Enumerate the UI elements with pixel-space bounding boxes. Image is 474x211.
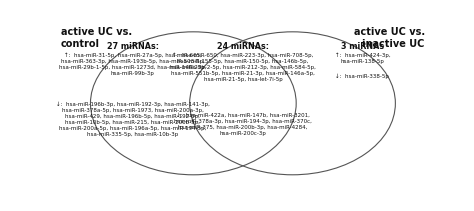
Text: active UC vs.
control: active UC vs. control [61, 27, 132, 49]
Text: ↓:  hsa-miR-422a, hsa-miR-147b, hsa-miR-3201,
hsa-miR-378a-3p, hsa-miR-194-3p, h: ↓: hsa-miR-422a, hsa-miR-147b, hsa-miR-3… [174, 113, 312, 136]
Text: ↑:  hsa-miR-424-3p,
hsa-miR-138-5p: ↑: hsa-miR-424-3p, hsa-miR-138-5p [335, 53, 390, 64]
Text: ↑:  hsa-miR-31-5p, hsa-miR-27a-5p, hsa-miR-665,
hsa-miR-363-3p, hsa-miR-193b-5p,: ↑: hsa-miR-31-5p, hsa-miR-27a-5p, hsa-mi… [59, 53, 206, 76]
Text: 24 miRNAs:: 24 miRNAs: [217, 42, 269, 51]
Text: ↑:  hsa-miR-650, hsa-miR-223-3p, hsa-miR-708-5p,
hsa-miR-155-5p, hsa-miR-150-5p,: ↑: hsa-miR-650, hsa-miR-223-3p, hsa-miR-… [170, 53, 316, 82]
Text: ↓:  hsa-miR-196b-3p, hsa-miR-192-3p, hsa-miR-141-3p,
hsa-miR-378a-5p, hsa-miR-19: ↓: hsa-miR-196b-3p, hsa-miR-192-3p, hsa-… [56, 102, 210, 137]
Text: active UC vs.
inactive UC: active UC vs. inactive UC [354, 27, 425, 49]
Text: ↓:  hsa-miR-338-5p: ↓: hsa-miR-338-5p [336, 74, 389, 79]
Text: 27 miRNAs:: 27 miRNAs: [107, 42, 159, 51]
Text: 3 miRNAs: 3 miRNAs [341, 42, 384, 51]
